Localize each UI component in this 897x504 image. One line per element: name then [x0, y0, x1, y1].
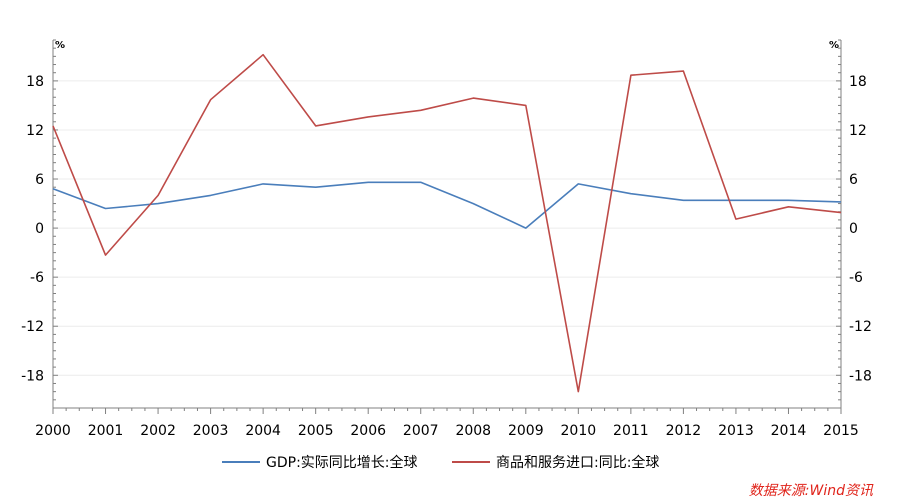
series-line-gdp — [52, 181, 842, 229]
y-tick-label-right: -12 — [849, 319, 872, 335]
y-tick-label-right: 6 — [849, 172, 858, 188]
y-tick-label-left: -18 — [21, 368, 44, 384]
legend-item-gdp: GDP:实际同比增长:全球 — [222, 452, 418, 472]
x-tick-label: 2002 — [140, 423, 176, 439]
x-tick-label: 2009 — [508, 423, 544, 439]
legend-label-gdp: GDP:实际同比增长:全球 — [266, 455, 418, 471]
legend-label-imports: 商品和服务进口:同比:全球 — [496, 455, 660, 471]
legend: GDP:实际同比增长:全球 商品和服务进口:同比:全球 — [0, 452, 897, 474]
x-tick-label: 2007 — [403, 423, 439, 439]
x-tick-label: 2012 — [666, 423, 702, 439]
series-lines — [52, 53, 842, 393]
x-tick-label: 2011 — [613, 423, 649, 439]
legend-item-imports: 商品和服务进口:同比:全球 — [452, 452, 659, 472]
x-tick-label: 2010 — [561, 423, 597, 439]
x-tick-label: 2006 — [350, 423, 386, 439]
x-tick-label: 2013 — [718, 423, 754, 439]
y-tick-label-right: 0 — [849, 221, 858, 237]
legend-swatch-gdp — [222, 461, 260, 463]
x-tick-label: 2004 — [245, 423, 281, 439]
y-tick-label-left: 0 — [35, 221, 44, 237]
y-tick-label-left: -12 — [21, 319, 44, 335]
y-tick-label-right: -18 — [849, 368, 872, 384]
x-tick-label: 2005 — [298, 423, 334, 439]
series-line-imports — [52, 53, 842, 393]
x-tick-label: 2015 — [823, 423, 859, 439]
gridlines — [53, 80, 841, 376]
y-unit-left: % — [55, 40, 65, 51]
y-tick-label-left: -6 — [30, 270, 44, 286]
axes: 18 12 6 0 -6 -12 -18 18 12 6 0 -6 -12 -18% % 2000 2001 20… — [21, 39, 872, 439]
x-tick-label: 2001 — [88, 423, 124, 439]
y-tick-label-right: -6 — [849, 270, 863, 286]
x-tick-label: 2003 — [193, 423, 229, 439]
legend-swatch-imports — [452, 461, 490, 463]
data-source-note: 数据来源:Wind资讯 — [748, 483, 873, 499]
y-tick-label-left: 6 — [35, 172, 44, 188]
x-tick-label: 2008 — [455, 423, 491, 439]
y-tick-label-right: 18 — [849, 74, 867, 90]
y-tick-label-left: 18 — [26, 74, 44, 90]
y-unit-right: % — [829, 40, 839, 51]
x-tick-label: 2000 — [35, 423, 71, 439]
x-tick-label: 2014 — [771, 423, 807, 439]
y-tick-label-right: 12 — [849, 123, 867, 139]
y-tick-label-left: 12 — [26, 123, 44, 139]
